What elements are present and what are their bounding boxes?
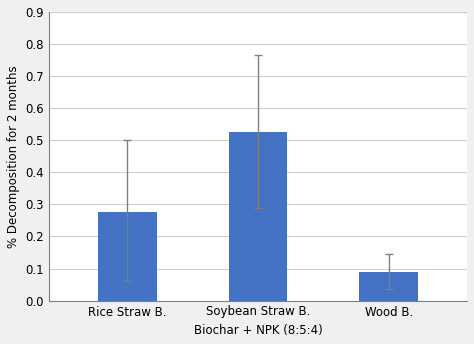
Bar [228,132,287,301]
X-axis label: Biochar + NPK (8:5:4): Biochar + NPK (8:5:4) [194,324,322,337]
Bar [98,213,157,301]
Y-axis label: % Decomposition for 2 months: % Decomposition for 2 months [7,65,20,248]
Bar [359,272,418,301]
